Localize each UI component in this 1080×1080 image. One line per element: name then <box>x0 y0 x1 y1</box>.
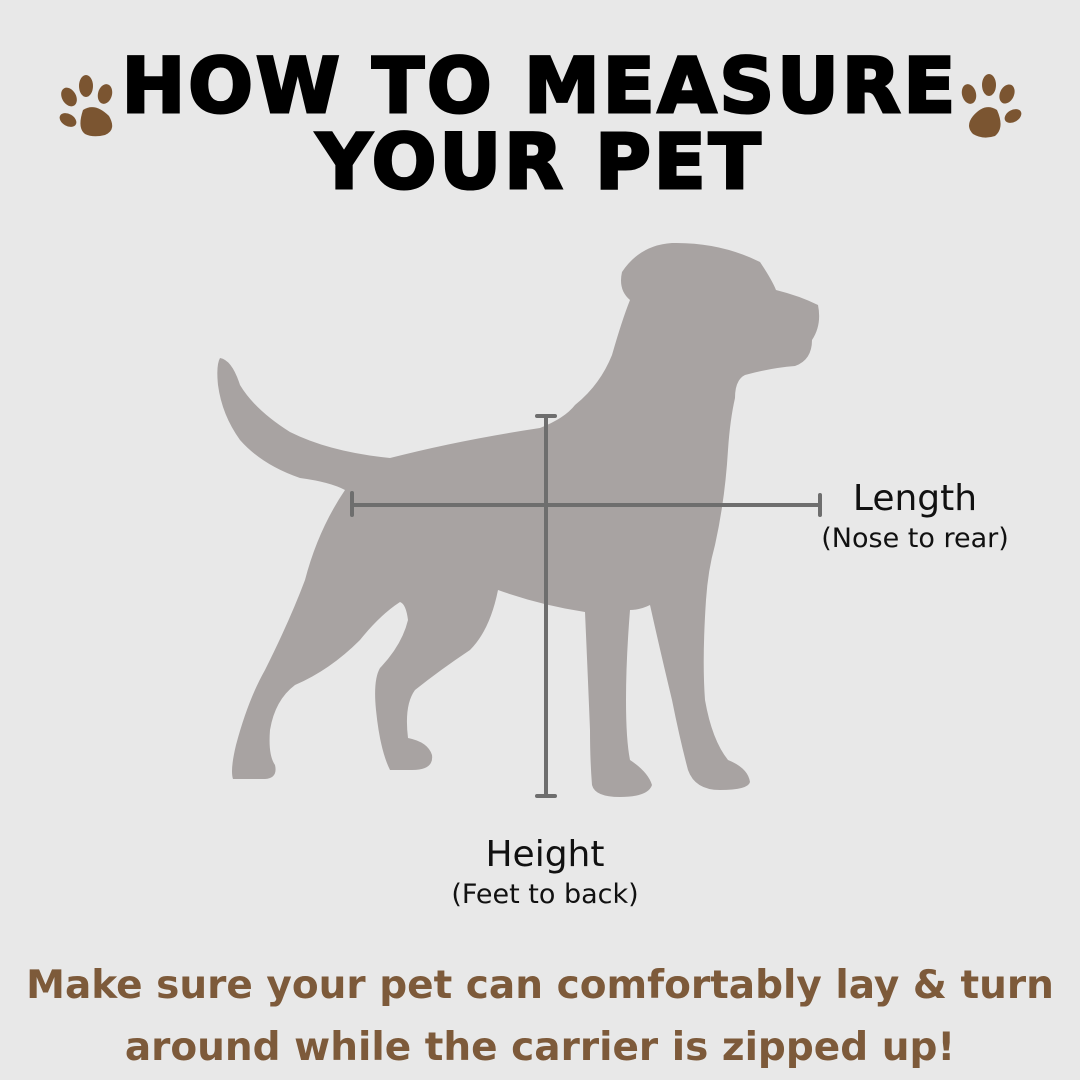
title-line-2: YOUR PET <box>315 117 764 206</box>
page-title: HOW TO MEASURE YOUR PET <box>0 41 1080 206</box>
dog-silhouette <box>217 242 820 797</box>
note-line-2: around while the carrier is zipped up! <box>124 1025 956 1070</box>
height-title: Height <box>485 834 605 875</box>
height-label: Height (Feet to back) <box>440 834 650 910</box>
paw-print-icon <box>59 75 113 137</box>
carrier-note: Make sure your pet can comfortably lay &… <box>0 955 1080 1079</box>
height-detail: (Feet to back) <box>451 879 639 910</box>
note-line-1: Make sure your pet can comfortably lay &… <box>26 963 1054 1008</box>
paw-print-icon <box>961 74 1022 138</box>
length-title: Length <box>852 478 978 519</box>
length-label: Length (Nose to rear) <box>820 478 1010 554</box>
title-line-1: HOW TO MEASURE <box>120 41 959 130</box>
length-detail: (Nose to rear) <box>821 523 1009 554</box>
